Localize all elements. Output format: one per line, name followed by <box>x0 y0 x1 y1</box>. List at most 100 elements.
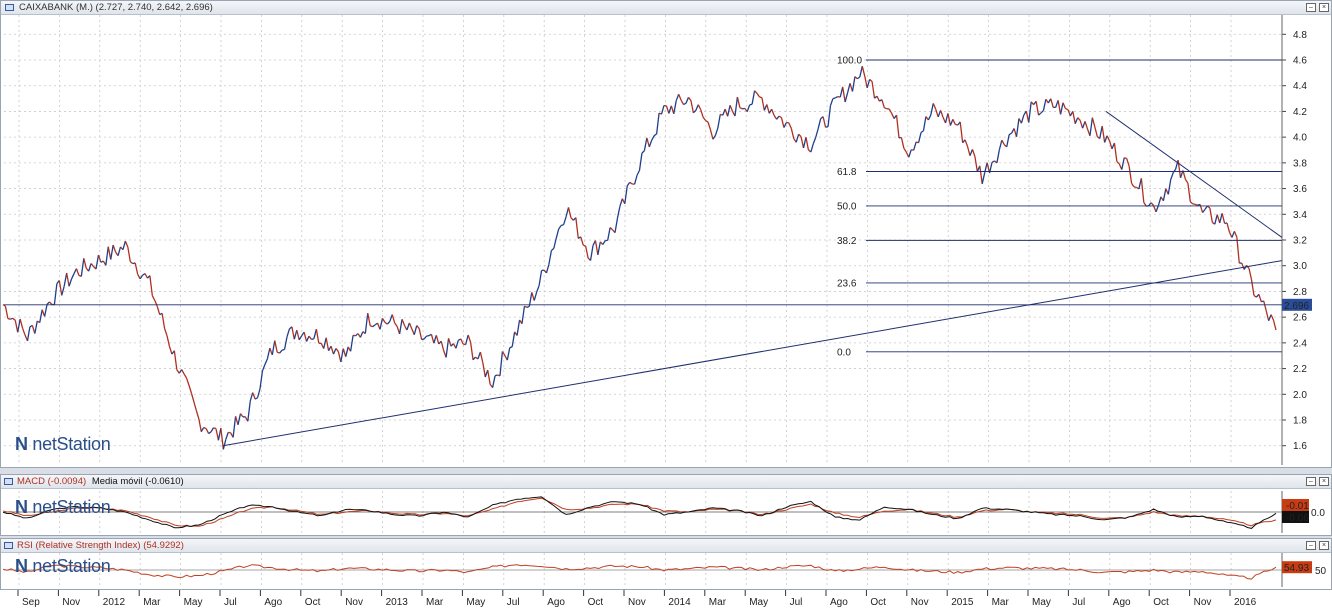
price-bar <box>538 270 543 286</box>
price-bar <box>95 254 100 270</box>
price-bar <box>372 324 376 328</box>
price-bar <box>455 340 459 349</box>
close-button[interactable]: × <box>1319 541 1329 550</box>
price-bar <box>1089 117 1094 136</box>
price-bar <box>533 291 538 301</box>
price-bar <box>1008 132 1012 136</box>
price-bar <box>384 321 388 325</box>
last-price-label: 2.696 <box>1284 301 1309 312</box>
price-bar <box>509 346 513 349</box>
price-bar <box>959 121 964 143</box>
y-tick-label: 4.8 <box>1293 30 1307 41</box>
price-bar <box>447 338 452 347</box>
price-bar <box>683 102 687 106</box>
price-bar <box>342 348 347 357</box>
price-bar <box>651 135 655 141</box>
price-bar <box>580 236 584 246</box>
price-bar <box>1015 118 1020 137</box>
price-bar <box>215 428 220 441</box>
price-bar <box>866 79 871 89</box>
price-bar <box>891 113 895 119</box>
price-bar <box>695 104 699 111</box>
price-bar <box>75 268 80 276</box>
minimize-button[interactable]: – <box>1306 477 1316 486</box>
price-bar <box>692 109 697 114</box>
price-bar <box>991 160 995 163</box>
price-bar <box>423 335 428 340</box>
x-tick-label: Oct <box>870 597 886 608</box>
macd-chart[interactable]: 0.0-0.01-0.06 <box>1 475 1331 535</box>
price-bar <box>367 313 371 326</box>
price-bar <box>286 328 291 338</box>
x-tick-label: Ago <box>830 597 848 608</box>
price-bar <box>313 329 317 339</box>
price-bar <box>433 335 437 344</box>
price-bar <box>90 263 95 268</box>
price-bar <box>531 292 535 301</box>
price-bar <box>198 418 202 432</box>
price-bar <box>869 78 873 82</box>
price-bar <box>487 369 491 385</box>
price-bar <box>479 351 484 363</box>
price-bar <box>917 132 922 143</box>
price-bar <box>26 326 31 341</box>
price-bar <box>585 245 589 259</box>
close-button[interactable]: × <box>1319 477 1329 486</box>
x-tick-label: Jul <box>224 597 237 608</box>
price-bar <box>389 314 393 322</box>
price-bar <box>195 410 200 420</box>
price-bar <box>203 426 207 430</box>
x-tick-label: Nov <box>1194 597 1212 608</box>
price-bar <box>1128 166 1133 184</box>
price-bar <box>112 244 117 253</box>
date-axis-bg <box>0 590 1332 610</box>
price-bar <box>827 105 832 127</box>
price-bar <box>780 117 785 128</box>
price-bar <box>408 322 413 330</box>
price-bar <box>996 149 1001 163</box>
price-bar <box>21 327 26 336</box>
price-bar <box>1091 117 1096 128</box>
price-bar <box>105 246 109 266</box>
price-chart[interactable]: 4.8 4.6 4.4 4.2 4.0 3.8 3.6 3.4 3.2 3.0 2.8 2.6 2.4 2… <box>1 1 1331 467</box>
price-bar <box>832 97 836 100</box>
price-bar <box>283 336 288 350</box>
minimize-button[interactable]: – <box>1306 541 1316 550</box>
x-tick-label: Nov <box>345 597 363 608</box>
price-bar <box>398 319 403 335</box>
price-bar <box>842 86 846 103</box>
price-bar <box>687 96 692 101</box>
price-bar <box>920 130 924 134</box>
price-bar <box>668 105 672 114</box>
price-bar <box>726 105 731 117</box>
price-bar <box>1236 237 1240 264</box>
price-bar <box>173 350 178 370</box>
fib-level-label: 38.2 <box>837 236 857 247</box>
price-bar <box>232 416 237 438</box>
price-bar <box>1253 294 1257 298</box>
price-bar <box>58 280 63 296</box>
price-bar <box>183 373 188 379</box>
price-bar <box>311 338 315 341</box>
price-bar <box>494 374 498 377</box>
price-bar <box>597 241 601 255</box>
x-tick-label: Jul <box>790 597 803 608</box>
rsi-chart[interactable]: 54.93 50 <box>1 539 1331 589</box>
minimize-button[interactable]: – <box>1306 3 1316 12</box>
price-bar <box>971 149 976 157</box>
price-bar <box>734 96 739 117</box>
y-tick-label: 4.6 <box>1293 56 1307 67</box>
price-bar <box>46 301 50 305</box>
price-bar <box>1065 108 1069 111</box>
price-bar <box>477 351 481 360</box>
fib-level-label: 100.0 <box>837 56 862 67</box>
price-bar <box>1131 182 1135 188</box>
price-bar <box>1216 214 1221 224</box>
price-bar <box>413 325 418 335</box>
price-bar <box>812 137 817 144</box>
price-bar <box>14 320 19 333</box>
y-tick-label: 3.0 <box>1293 261 1307 272</box>
price-bar <box>922 116 927 131</box>
price-bar <box>154 300 158 307</box>
close-button[interactable]: × <box>1319 3 1329 12</box>
